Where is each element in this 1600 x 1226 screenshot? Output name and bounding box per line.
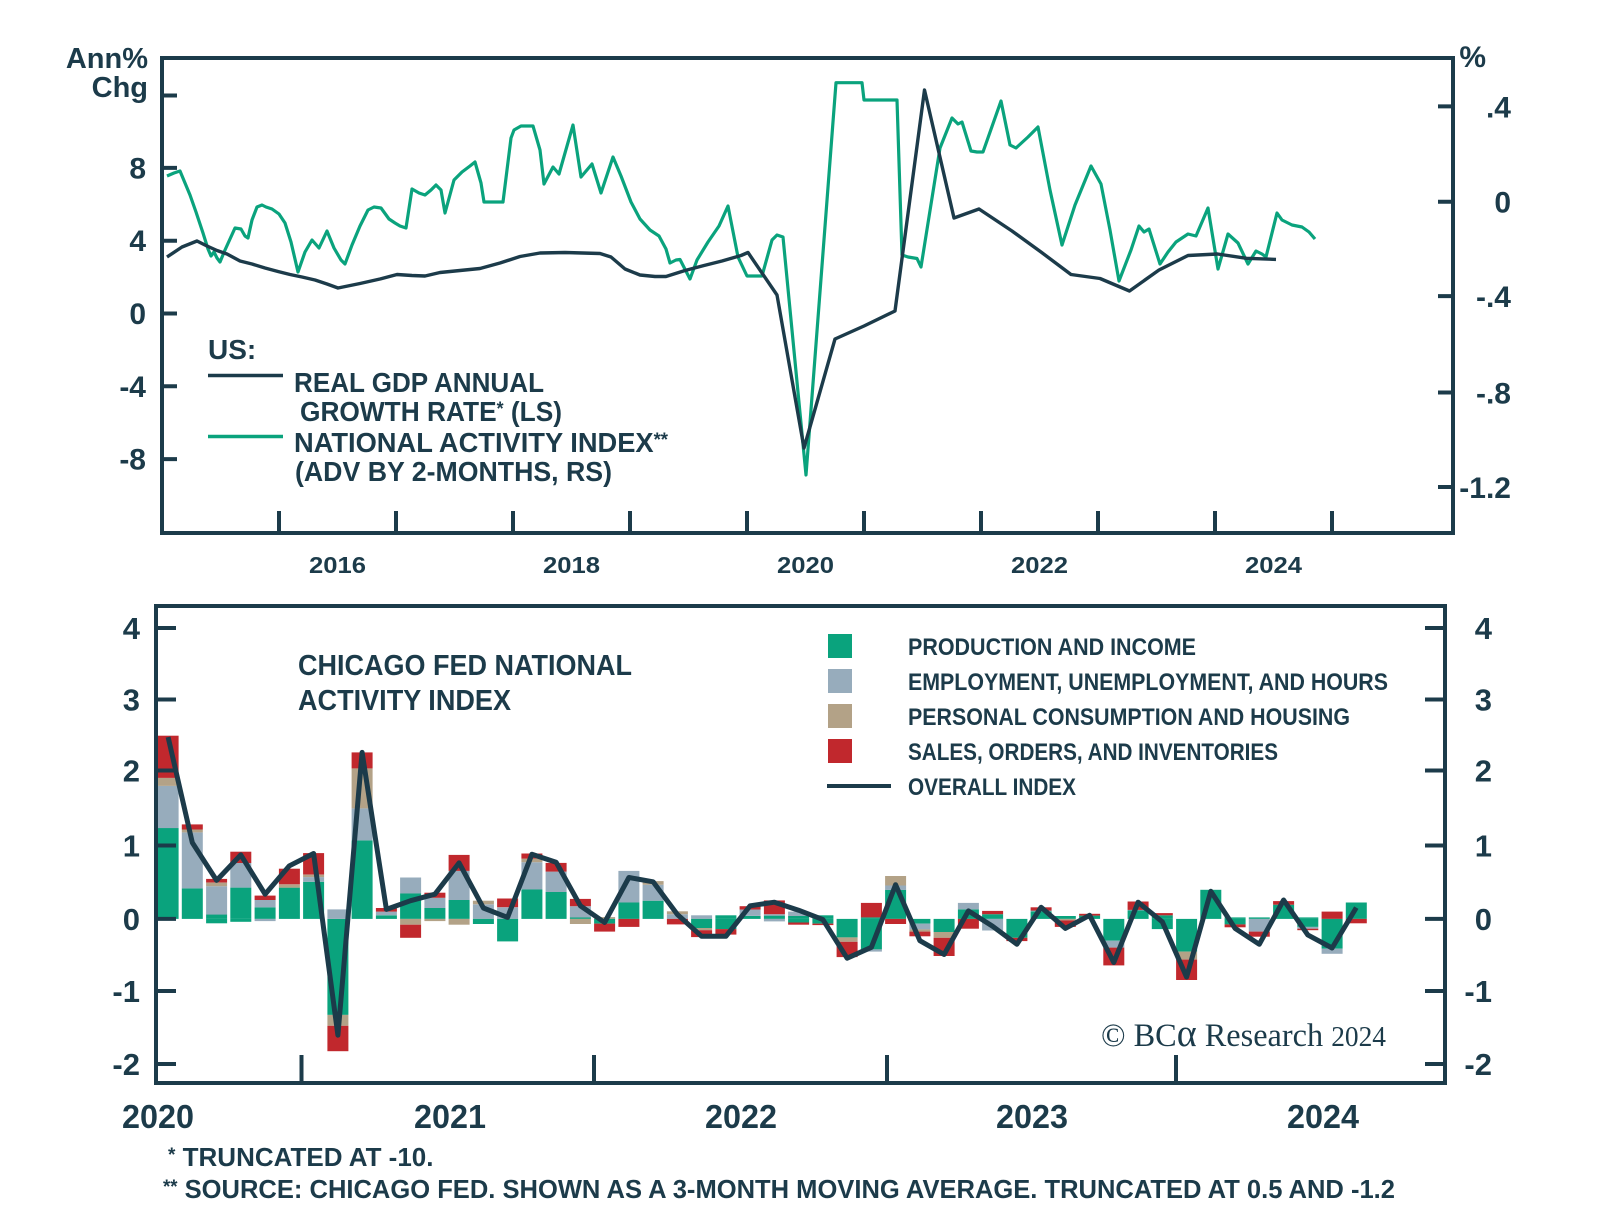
svg-text:-1.2: -1.2 <box>1459 472 1511 505</box>
svg-text:2020: 2020 <box>777 552 834 578</box>
svg-text:-1: -1 <box>112 974 140 1009</box>
svg-text:-4: -4 <box>119 371 146 404</box>
svg-text:2024: 2024 <box>1245 552 1302 578</box>
svg-text:4: 4 <box>129 225 146 258</box>
svg-text:GROWTH RATE* (LS): GROWTH RATE* (LS) <box>300 396 562 427</box>
svg-text:REAL GDP ANNUAL: REAL GDP ANNUAL <box>294 367 544 398</box>
svg-text:-1: -1 <box>1464 974 1492 1009</box>
svg-text:(ADV BY 2-MONTHS, RS): (ADV BY 2-MONTHS, RS) <box>295 456 612 487</box>
svg-text:.4: .4 <box>1486 91 1511 124</box>
svg-text:1: 1 <box>123 829 140 864</box>
svg-text:-8: -8 <box>119 444 146 477</box>
svg-text:-2: -2 <box>112 1047 140 1082</box>
svg-text:CHICAGO FED NATIONAL: CHICAGO FED NATIONAL <box>298 650 632 682</box>
svg-text:1: 1 <box>1475 829 1492 864</box>
svg-text:Chg: Chg <box>92 72 148 104</box>
svg-text:-2: -2 <box>1464 1047 1492 1082</box>
svg-text:8: 8 <box>129 152 146 185</box>
svg-text:Ann%: Ann% <box>66 43 148 75</box>
svg-text:US:: US: <box>208 334 256 365</box>
svg-text:** SOURCE: CHICAGO FED. SHOWN: ** SOURCE: CHICAGO FED. SHOWN AS A 3-MON… <box>163 1174 1395 1204</box>
svg-text:0: 0 <box>1475 902 1492 937</box>
svg-text:0: 0 <box>123 902 140 937</box>
svg-text:0: 0 <box>1494 187 1511 220</box>
svg-text:EMPLOYMENT, UNEMPLOYMENT, AND: EMPLOYMENT, UNEMPLOYMENT, AND HOURS <box>908 669 1388 696</box>
svg-text:-.4: -.4 <box>1476 281 1511 314</box>
svg-text:3: 3 <box>123 683 140 718</box>
svg-text:SALES, ORDERS, AND INVENTORIES: SALES, ORDERS, AND INVENTORIES <box>908 739 1278 766</box>
svg-text:0: 0 <box>129 298 146 331</box>
svg-text:OVERALL INDEX: OVERALL INDEX <box>908 774 1077 801</box>
svg-text:NATIONAL ACTIVITY INDEX**: NATIONAL ACTIVITY INDEX** <box>294 427 669 458</box>
svg-text:4: 4 <box>123 611 141 646</box>
svg-text:-.8: -.8 <box>1476 378 1511 411</box>
svg-text:PRODUCTION AND INCOME: PRODUCTION AND INCOME <box>908 634 1196 661</box>
svg-text:2023: 2023 <box>996 1098 1068 1135</box>
svg-text:4: 4 <box>1475 611 1493 646</box>
svg-text:3: 3 <box>1475 683 1492 718</box>
svg-text:2018: 2018 <box>543 552 600 578</box>
svg-text:%: % <box>1459 41 1486 74</box>
svg-text:2022: 2022 <box>1011 552 1068 578</box>
svg-text:2020: 2020 <box>122 1098 194 1135</box>
svg-text:ACTIVITY INDEX: ACTIVITY INDEX <box>298 685 512 717</box>
svg-text:2024: 2024 <box>1287 1098 1360 1135</box>
svg-text:2022: 2022 <box>705 1098 777 1135</box>
svg-text:* TRUNCATED AT -10.: * TRUNCATED AT -10. <box>168 1142 433 1172</box>
svg-text:2: 2 <box>1475 754 1492 789</box>
svg-text:2016: 2016 <box>309 552 366 578</box>
svg-text:PERSONAL CONSUMPTION AND HOUSI: PERSONAL CONSUMPTION AND HOUSING <box>908 704 1350 731</box>
svg-text:2: 2 <box>123 754 140 789</box>
svg-text:2021: 2021 <box>414 1098 486 1135</box>
